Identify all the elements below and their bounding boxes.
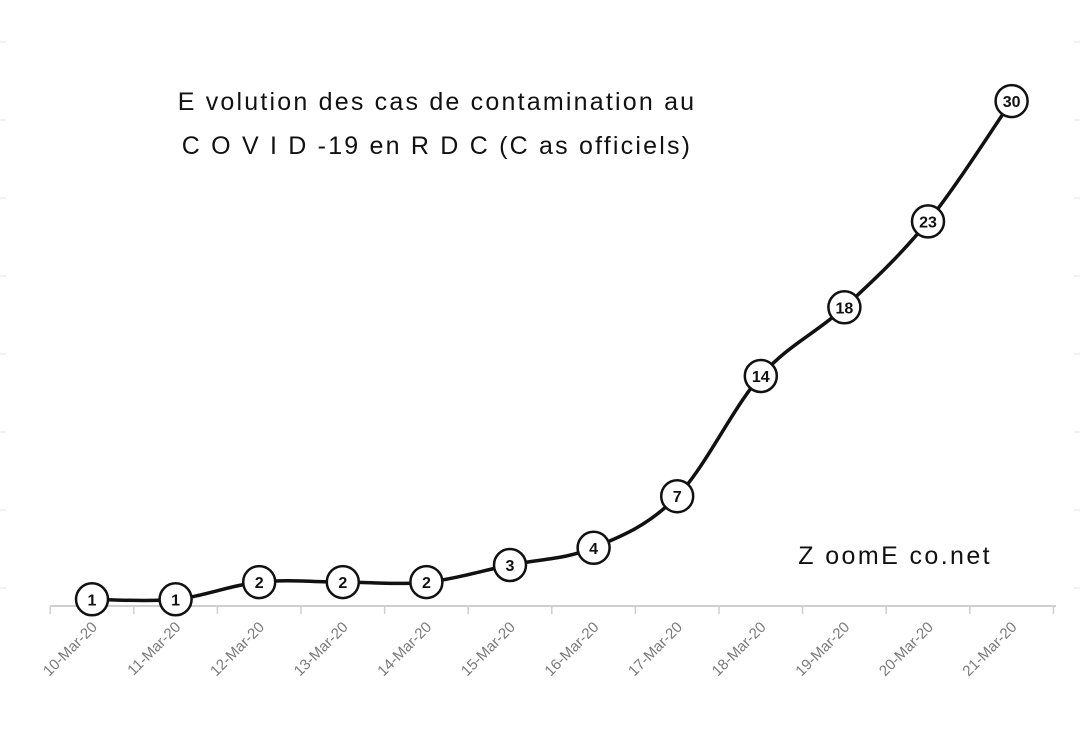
x-tick-label: 20-Mar-20	[876, 619, 937, 680]
chart-edge-ticks	[0, 41, 1080, 589]
data-point-marker	[74, 582, 110, 617]
x-tick-label: 11-Mar-20	[124, 619, 184, 679]
data-label: 14	[752, 369, 770, 386]
x-tick-label: 17-Mar-20	[625, 619, 686, 680]
data-point-marker	[492, 547, 528, 583]
data-point-marker	[325, 564, 361, 600]
data-label: 4	[589, 541, 598, 558]
data-label: 3	[506, 558, 515, 575]
data-label: 2	[255, 575, 264, 592]
data-label: 18	[836, 300, 854, 317]
x-tick-label: 21-Mar-20	[959, 619, 1020, 680]
data-point-marker	[659, 478, 695, 514]
x-tick-label: 14-Mar-20	[374, 619, 435, 680]
x-tick-label: 15-Mar-20	[458, 619, 519, 680]
data-point-marker	[241, 564, 277, 600]
data-point-marker	[409, 564, 444, 600]
x-tick-label: 10-Mar-20	[40, 619, 101, 680]
data-point-marker	[743, 358, 779, 394]
data-label: 2	[338, 575, 347, 592]
x-tick-label: 18-Mar-20	[709, 619, 770, 680]
data-point-markers	[74, 83, 1029, 617]
data-point-marker	[994, 83, 1029, 119]
data-point-marker	[576, 530, 611, 566]
x-tick-label: 19-Mar-20	[792, 619, 853, 680]
data-label: 30	[1003, 94, 1021, 111]
data-point-marker	[910, 204, 946, 239]
series-line	[90, 99, 1014, 603]
x-axis-ticks	[49, 606, 1055, 614]
data-point-marker	[158, 582, 193, 617]
watermark: Z oomE co.net	[798, 542, 992, 570]
data-label: 1	[171, 592, 180, 609]
chart-title-line-1: E volution des cas de contamination au	[178, 88, 697, 116]
x-tick-label: 12-Mar-20	[207, 619, 268, 680]
data-point-marker	[827, 290, 862, 325]
chart-title-line-2: C O V I D -19 en R D C (C as officiels)	[182, 132, 692, 160]
x-axis-tick-labels: 10-Mar-20 11-Mar-20 12-Mar-20 13-Mar-20 14-M…	[40, 619, 1021, 680]
data-label: 1	[88, 592, 97, 609]
x-tick-label: 16-Mar-20	[541, 619, 602, 680]
data-label: 23	[919, 214, 937, 231]
x-tick-label: 13-Mar-20	[291, 619, 352, 680]
data-label: 7	[673, 489, 682, 506]
data-label: 2	[422, 575, 431, 592]
